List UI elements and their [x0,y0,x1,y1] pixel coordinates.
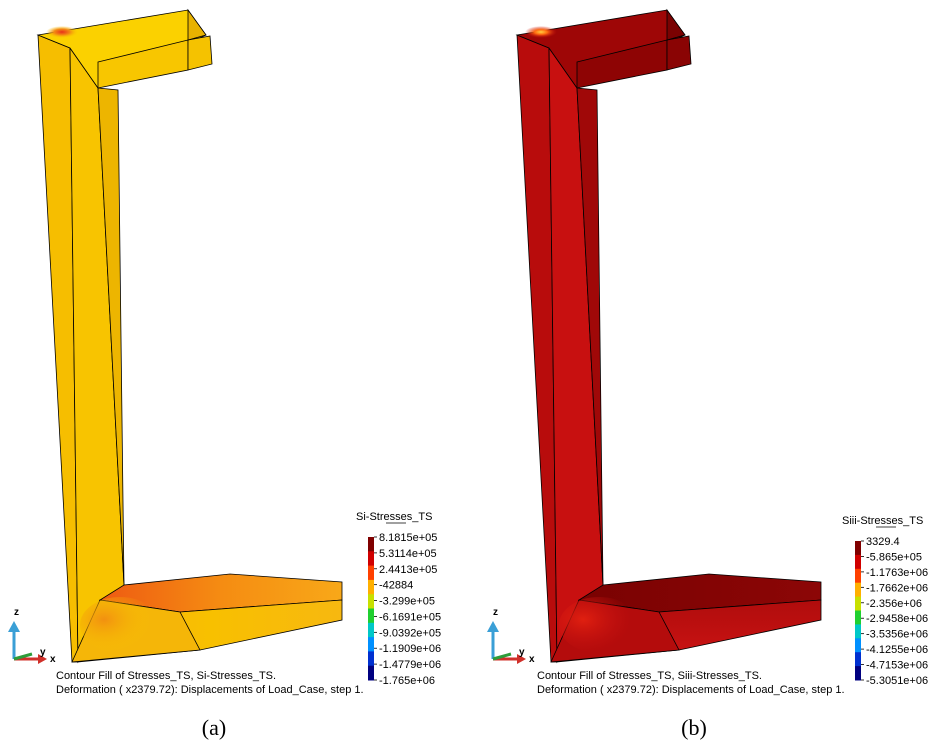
subfigure-label-a: (a) [202,715,226,740]
x-axis-arrow [492,652,512,661]
legend-tick-label: -42884 [379,580,413,592]
legend-tick-label: -1.1909e+06 [379,643,441,655]
hotspot-a [46,26,78,38]
color-bar-segment [368,565,374,581]
legend-tick-label: -4.7153e+06 [866,660,928,672]
z-axis-label: z [14,607,19,618]
color-bar-segment [855,638,861,653]
z-axis-label: z [493,607,498,618]
color-bar-segment [855,554,861,570]
caption-line-1: Contour Fill of Stresses_TS, Si-Stresses… [56,670,276,682]
legend-tick-label: 2.4413e+05 [379,564,437,576]
legend-tick-label: -3.299e+05 [379,596,435,608]
legend-title: Siii-Stresses_TS [842,515,923,527]
color-bar-segment [855,652,861,667]
color-bar-segment [855,568,861,584]
legend-tick-label: -2.9458e+06 [866,613,928,625]
color-bar-segment [368,637,374,652]
legend-ticks: 3329.4 -5.865e+05 -1.1763e+06 -1.7662e+06 -2… [861,536,928,687]
mesh-model-a [36,8,343,664]
color-bar-segment [368,537,374,552]
color-bar-segment [855,582,861,598]
legend-ticks: 8.1815e+05 5.3114e+05 2.4413e+05 -42884 -3.2… [374,532,441,687]
color-bar [368,537,374,681]
top-arm-cap-b [666,8,686,41]
legend-tick-label: -2.356e+06 [866,598,922,610]
caption-line-2: Deformation ( x2379.72): Displacements o… [537,684,845,696]
legend-tick-label: 5.3114e+05 [379,548,437,560]
legend-tick-label: -1.7662e+06 [866,582,928,594]
corner-stress-b [559,597,639,653]
color-bar [855,541,861,681]
legend-tick-label: -1.765e+06 [379,675,435,687]
legend-tick-label: 8.1815e+05 [379,532,437,544]
legend-title: Si-Stresses_TS [356,511,432,523]
axes-triad-b: z y x [487,607,535,665]
mesh-model-b [515,8,822,664]
color-bar-segment [368,551,374,567]
legend-a: Si-Stresses_TS 8.1815e+05 5.3114e+05 2.441… [356,511,441,687]
legend-tick-label: -9.0392e+05 [379,627,441,639]
y-arrowhead-icon [517,654,526,664]
color-bar-segment [368,594,374,609]
x-axis-label: x [529,654,535,665]
column-inner-face-a [97,87,125,586]
top-arm-cap-a [187,8,207,41]
z-arrowhead-icon [8,621,20,632]
color-bar-segment [368,608,374,624]
legend-tick-label: 3329.4 [866,536,900,548]
legend-tick-label: -1.4779e+06 [379,659,441,671]
panel-a: Si-Stresses_TS 8.1815e+05 5.3114e+05 2.441… [8,8,441,740]
y-axis-label: y [519,647,525,658]
column-inner-face-b [576,87,604,586]
color-bar-segment [855,541,861,556]
top-arm-end-a [187,35,213,71]
legend-b: Siii-Stresses_TS 3329.4 -5.865e+05 -1.1763… [842,515,928,687]
legend-tick-label: -5.865e+05 [866,551,922,563]
color-bar-segment [368,579,374,595]
caption-line-2: Deformation ( x2379.72): Displacements o… [56,684,364,696]
color-bar-segment [368,651,374,667]
legend-tick-label: -3.5356e+06 [866,629,928,641]
legend-tick-label: -5.3051e+06 [866,675,928,687]
color-bar-segment [368,665,374,681]
legend-tick-label: -6.1691e+05 [379,611,441,623]
y-axis-label: y [40,647,46,658]
color-bar-segment [855,666,861,681]
subfigure-label-b: (b) [681,715,707,740]
hotspot-b [525,26,557,38]
top-arm-end-b [666,35,692,71]
corner-stress-a [80,597,160,653]
legend-tick-label: -1.1763e+06 [866,567,928,579]
color-bar-segment [855,610,861,625]
y-arrowhead-icon [38,654,47,664]
z-arrowhead-icon [487,621,499,632]
color-bar-segment [368,622,374,638]
axes-triad-a: z y x [8,607,56,665]
x-axis-label: x [50,654,56,665]
legend-tick-label: -4.1255e+06 [866,644,928,656]
color-bar-segment [855,596,861,611]
color-bar-segment [855,624,861,639]
panel-b: Siii-Stresses_TS 3329.4 -5.865e+05 -1.1763… [487,8,928,740]
x-axis-arrow [13,652,33,661]
caption-line-1: Contour Fill of Stresses_TS, Siii-Stress… [537,670,762,682]
